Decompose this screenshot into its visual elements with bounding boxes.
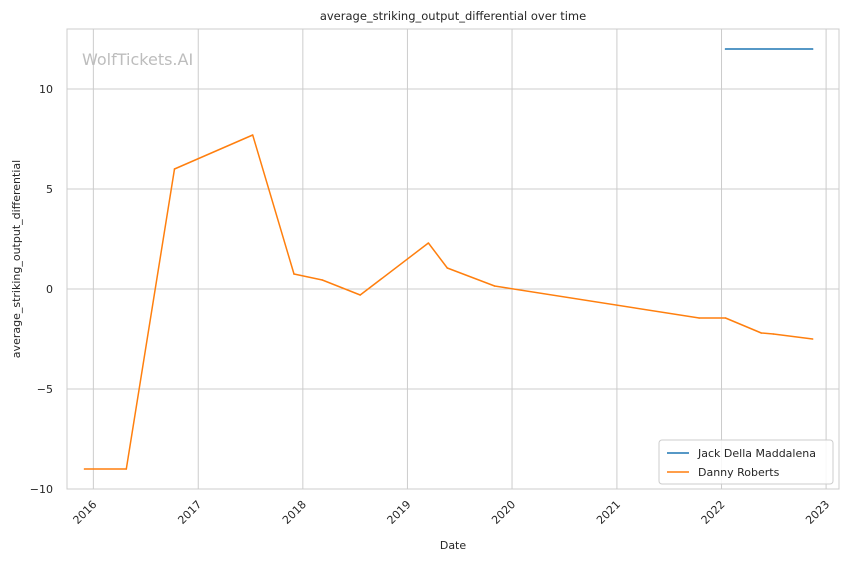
data-point	[760, 332, 763, 334]
data-point	[321, 279, 324, 281]
y-tick-label: 5	[46, 183, 53, 196]
data-point	[83, 468, 86, 470]
data-point	[446, 267, 449, 269]
data-point	[811, 48, 814, 50]
data-point	[427, 242, 430, 244]
y-axis-ticks: −10 −5 0 5 10	[30, 83, 53, 496]
data-point	[724, 48, 727, 50]
legend-entry: Danny Roberts	[698, 466, 780, 479]
data-point	[724, 317, 727, 319]
y-tick-label: −5	[37, 383, 53, 396]
legend-entry: Jack Della Maddalena	[697, 447, 816, 460]
y-axis-label: average_striking_output_differential	[10, 160, 23, 358]
y-tick-label: −10	[30, 483, 53, 496]
chart-title: average_striking_output_differential ove…	[320, 9, 586, 23]
legend: Jack Della Maddalena Danny Roberts	[658, 439, 834, 485]
data-point	[698, 317, 700, 319]
legend-box	[658, 439, 834, 485]
data-point	[359, 294, 361, 296]
x-axis-label: Date	[440, 539, 467, 552]
y-tick-label: 10	[39, 83, 53, 96]
data-point	[251, 134, 254, 136]
series-layer	[83, 48, 814, 470]
data-point	[125, 468, 128, 470]
watermark: WolfTickets.AI	[82, 50, 193, 69]
data-point	[173, 168, 176, 170]
data-point	[811, 338, 814, 340]
data-point	[293, 273, 295, 275]
y-tick-label: 0	[46, 283, 53, 296]
plot-frame	[66, 28, 840, 490]
data-point	[493, 285, 496, 287]
data-point	[772, 333, 775, 335]
